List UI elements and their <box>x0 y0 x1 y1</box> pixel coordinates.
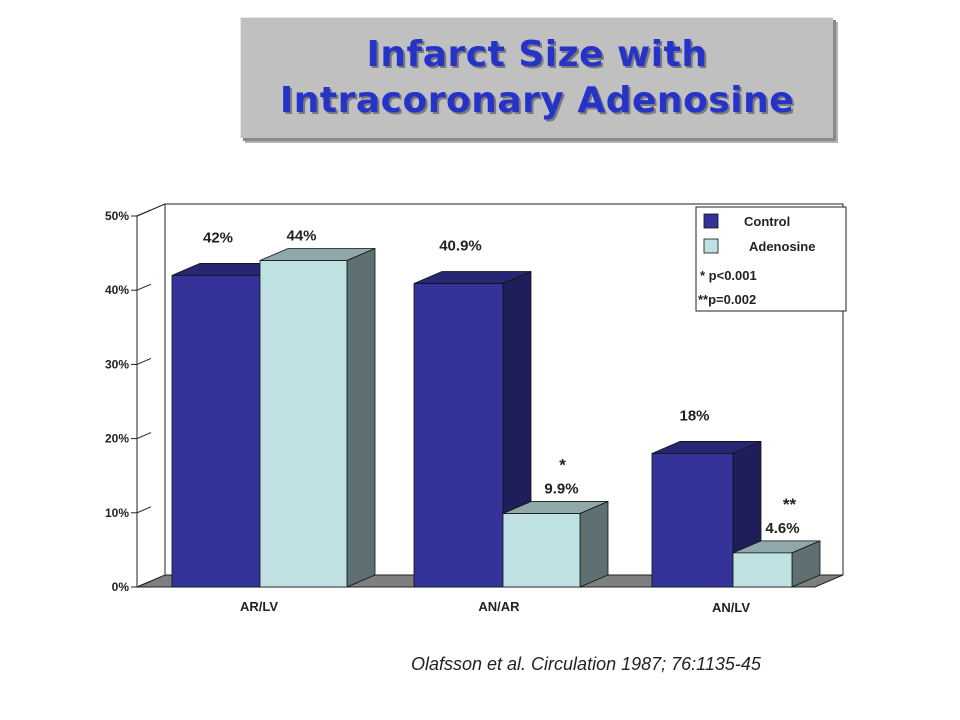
data-label-control: 18% <box>679 407 709 424</box>
y-tick-depth <box>136 209 152 217</box>
bar-control <box>651 453 734 588</box>
bar-control <box>171 274 261 588</box>
y-tick-label: 10% <box>105 506 129 520</box>
legend-label-control: Control <box>744 214 790 229</box>
data-label-adenosine: 44% <box>286 228 316 245</box>
y-tick-label: 50% <box>105 209 129 223</box>
significance-mark: * <box>559 456 566 475</box>
legend-swatch-control <box>703 213 719 229</box>
y-tick-depth <box>136 506 152 514</box>
x-category-label: AN/LV <box>712 600 750 615</box>
data-label-adenosine: 9.9% <box>544 481 578 498</box>
y-tick-depth <box>136 283 152 291</box>
y-tick-depth <box>136 432 152 440</box>
citation: Olafsson et al. Circulation 1987; 76:113… <box>411 654 761 674</box>
data-label-control: 42% <box>203 229 233 246</box>
y-tick-label: 0% <box>112 580 130 594</box>
y-tick-label: 40% <box>105 283 129 297</box>
legend-box <box>695 206 847 312</box>
x-category-label: AN/AR <box>478 599 520 614</box>
legend-note-p001: * p<0.001 <box>700 268 757 283</box>
bar-adenosine-side <box>579 500 609 588</box>
significance-mark: ** <box>783 495 797 514</box>
y-tick-depth <box>136 357 152 365</box>
legend-swatch-adenosine <box>703 238 719 254</box>
bar-adenosine <box>732 552 793 588</box>
title-line-1: Infarct Size with <box>366 34 708 75</box>
legend-note-p002: **p=0.002 <box>698 292 756 307</box>
bar-adenosine-side <box>346 247 376 588</box>
bar-adenosine <box>259 260 348 588</box>
legend-label-adenosine: Adenosine <box>749 239 815 254</box>
y-tick-label: 20% <box>105 432 129 446</box>
x-category-label: AR/LV <box>240 599 278 614</box>
bar-adenosine <box>502 513 581 588</box>
data-label-control: 40.9% <box>439 238 482 255</box>
title-line-2: Intracoronary Adenosine <box>279 80 795 121</box>
bar-control <box>413 283 504 588</box>
title-box: Infarct Size with Intracoronary Adenosin… <box>240 17 833 138</box>
y-tick-depth <box>136 580 152 588</box>
y-tick-label: 30% <box>105 357 129 371</box>
data-label-adenosine: 4.6% <box>765 520 799 537</box>
